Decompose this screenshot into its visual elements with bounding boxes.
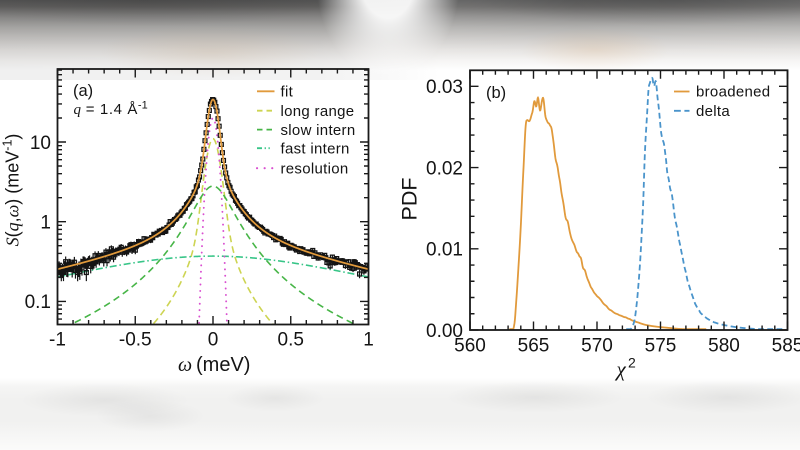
svg-text:-0.5: -0.5 bbox=[119, 330, 152, 351]
svg-text:0.01: 0.01 bbox=[426, 240, 463, 261]
svg-text:resolution: resolution bbox=[281, 160, 349, 177]
svg-text:585: 585 bbox=[772, 336, 800, 357]
svg-text:delta: delta bbox=[696, 103, 730, 120]
svg-text:580: 580 bbox=[708, 336, 740, 357]
svg-text:0.5: 0.5 bbox=[278, 330, 304, 351]
svg-text:q = 1.4 Å-1: q = 1.4 Å-1 bbox=[74, 100, 148, 119]
svg-text:570: 570 bbox=[581, 336, 613, 357]
svg-text:broadened: broadened bbox=[696, 84, 770, 101]
svg-text:0: 0 bbox=[208, 330, 219, 351]
svg-text:χ: χ bbox=[615, 357, 627, 381]
svg-text:fit: fit bbox=[281, 84, 294, 101]
svg-text:PDF: PDF bbox=[398, 178, 422, 221]
svg-text:-1: -1 bbox=[49, 330, 66, 351]
svg-text:0.1: 0.1 bbox=[25, 292, 51, 313]
svg-text:(a): (a) bbox=[73, 82, 93, 100]
svg-text:1: 1 bbox=[40, 213, 51, 234]
svg-text:575: 575 bbox=[645, 336, 677, 357]
svg-text:565: 565 bbox=[518, 336, 550, 357]
svg-text:10: 10 bbox=[30, 133, 51, 154]
svg-text:ω: ω bbox=[178, 354, 192, 376]
svg-text:(b): (b) bbox=[486, 84, 506, 102]
svg-text:0.02: 0.02 bbox=[426, 158, 463, 179]
svg-text:slow intern: slow intern bbox=[281, 122, 356, 139]
svg-text:long range: long range bbox=[281, 103, 355, 120]
svg-text:1: 1 bbox=[363, 330, 374, 351]
svg-text:(meV): (meV) bbox=[196, 354, 250, 376]
svg-text:S(q,ω) (meV-1): S(q,ω) (meV-1) bbox=[1, 134, 23, 247]
svg-text:2: 2 bbox=[628, 355, 636, 371]
svg-text:0.03: 0.03 bbox=[426, 77, 463, 98]
svg-text:0.00: 0.00 bbox=[426, 321, 463, 342]
svg-text:560: 560 bbox=[454, 336, 486, 357]
svg-text:fast intern: fast intern bbox=[281, 140, 350, 157]
